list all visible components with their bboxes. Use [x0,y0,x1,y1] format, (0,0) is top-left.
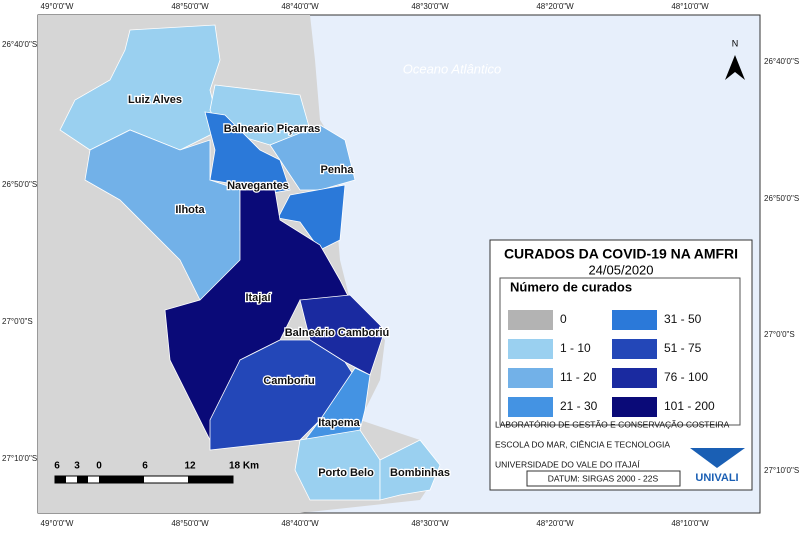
longitude-label: 48°50'0"W [171,2,209,11]
legend-swatch [508,397,553,417]
legend-label: 0 [560,312,567,326]
north-arrow [725,55,745,80]
municipality-label: Navegantes [227,180,289,192]
legend-swatch [508,310,553,330]
longitude-label: 49°0'0"W [41,519,74,528]
legend-label: 1 - 10 [560,341,591,355]
credit: ESCOLA DO MAR, CIÊNCIA E TECNOLOGIA [495,439,670,449]
legend-label: 101 - 200 [664,399,715,413]
legend-label: 51 - 75 [664,341,702,355]
legend-label: 21 - 30 [560,399,598,413]
legend-label: 31 - 50 [664,312,702,326]
credit: LABORATÓRIO DE GESTÃO E CONSERVAÇÃO COST… [495,419,730,429]
latitude-label: 27°10'0"S [764,466,799,475]
municipality-label: Bombinhas [390,467,450,479]
longitude-label: 48°30'0"W [411,2,449,11]
municipality-label: Balneario Piçarras [224,123,321,135]
municipality-label: Porto Belo [318,467,374,479]
longitude-label: 48°20'0"W [536,2,574,11]
north-label: N [732,38,739,48]
latitude-label: 26°40'0"S [2,40,37,49]
municipality-label: Luiz Alves [128,94,182,106]
longitude-label: 48°10'0"W [671,519,709,528]
scale-label: 3 [74,461,80,472]
legend-subtitle: Número de curados [510,279,632,294]
longitude-label: 48°40'0"W [281,519,319,528]
legend-label: 76 - 100 [664,370,708,384]
latitude-label: 27°10'0"S [2,454,37,463]
logo-text: UNIVALI [695,472,738,484]
scale-bar [54,475,234,484]
legend-label: 11 - 20 [560,370,597,384]
scale-label: 6 [142,461,148,472]
datum-box [526,470,681,487]
municipality-label: Itajaí [245,292,271,304]
scale-label: 0 [96,461,102,472]
latitude-label: 26°50'0"S [2,180,37,189]
region [294,429,381,501]
longitude-label: 48°40'0"W [281,2,319,11]
municipality-label: Penha [320,164,354,176]
legend-swatch [508,339,553,359]
municipality-label: Balneário Camboriú [285,327,390,339]
region [269,124,356,191]
legend-title: CURADOS DA COVID-19 NA AMFRI [504,246,738,262]
datum: DATUM: SIRGAS 2000 - 22S [548,473,659,483]
legend-swatch [612,310,657,330]
longitude-label: 48°50'0"W [171,519,209,528]
longitude-label: 48°30'0"W [411,519,449,528]
legend-date: 24/05/2020 [588,262,653,277]
legend-swatch [508,368,553,388]
logo-mark [690,448,745,468]
longitude-label: 48°10'0"W [671,2,709,11]
latitude-label: 27°0'0"S [764,330,795,339]
latitude-label: 26°50'0"S [764,194,799,203]
region [379,439,441,501]
legend-swatch [612,397,657,417]
municipality-label: Camboriu [263,375,314,387]
municipality-label: Ilhota [175,204,205,216]
longitude-label: 49°0'0"W [41,2,74,11]
scale-label: 12 [184,461,196,472]
municipality-label: Itapema [318,417,360,429]
legend-swatch [612,368,657,388]
credit: UNIVERSIDADE DO VALE DO ITAJAÍ [495,459,640,469]
longitude-label: 48°20'0"W [536,519,574,528]
latitude-label: 26°40'0"S [764,57,799,66]
legend-swatch [612,339,657,359]
latitude-label: 27°0'0"S [2,317,33,326]
ocean-label: Oceano Atlântico [403,61,502,76]
scale-label: 18 Km [229,461,259,472]
scale-label: 6 [54,461,60,472]
